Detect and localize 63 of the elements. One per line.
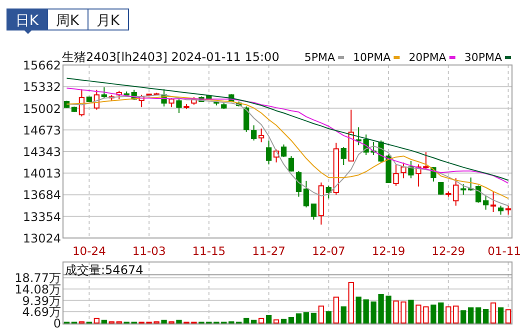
bar [453, 306, 459, 324]
bar [476, 307, 482, 324]
bar [326, 311, 332, 324]
bar [244, 318, 250, 324]
bar [468, 307, 474, 324]
bar [303, 312, 310, 324]
y-tick-label: 14343 [22, 145, 61, 159]
x-tick-label: 01-11 [488, 244, 521, 258]
bar [288, 316, 294, 324]
bar [460, 310, 466, 324]
candlestick [318, 182, 324, 226]
text: 月K [96, 13, 120, 29]
legend-label: 10PMA [353, 51, 392, 64]
legend-label: 30PMA [464, 51, 502, 64]
chart-title: 生猪2403[lh2403] 2024-01-11 15:00 [62, 50, 280, 64]
y-tick-label: 4.69万 [22, 305, 61, 320]
bar [280, 318, 287, 324]
y-tick-label: 15662 [22, 58, 61, 72]
bar [348, 282, 354, 324]
bar [176, 320, 182, 324]
y-tick-label: 0 [53, 316, 61, 330]
bar [251, 320, 257, 324]
legend-label: 20PMA [408, 51, 447, 64]
x-tick-label: 10-24 [72, 244, 106, 258]
bar [446, 306, 452, 324]
legend-label: 5PMA [304, 51, 336, 64]
bar [273, 319, 280, 324]
chart-title: 成交量:54674 [65, 263, 144, 277]
text: 周K [56, 13, 80, 29]
x-tick-label: 12-19 [372, 244, 406, 258]
bar [340, 306, 346, 324]
bar [408, 300, 414, 324]
y-tick-label: 13684 [22, 188, 61, 202]
x-tick-label: 12-29 [432, 244, 466, 258]
bar [490, 302, 496, 324]
bar [333, 296, 339, 324]
bar [438, 302, 444, 324]
bar [296, 313, 302, 324]
x-tick-label: 11-15 [192, 244, 226, 258]
bar [318, 306, 324, 324]
y-tick-label: 15002 [22, 102, 61, 116]
bar [161, 320, 167, 324]
bar [310, 312, 317, 324]
x-tick-label: 11-03 [132, 244, 166, 258]
y-tick-label: 13024 [22, 232, 61, 246]
x-tick-label: 11-27 [252, 244, 286, 258]
y-tick-label: 13354 [22, 210, 61, 224]
y-tick-label: 18.77万 [14, 271, 61, 286]
bar [505, 309, 512, 324]
candlestick [490, 191, 496, 213]
y-tick-label: 14673 [22, 123, 61, 138]
bar [258, 318, 264, 324]
bar [498, 307, 504, 324]
y-tick-label: 15332 [22, 80, 61, 94]
bar [430, 304, 436, 324]
bar [94, 318, 100, 324]
bar [266, 315, 272, 324]
x-tick-label: 12-07 [312, 244, 346, 258]
y-tick-label: 14013 [22, 166, 61, 181]
bar [101, 320, 107, 324]
bar [356, 296, 362, 324]
text: 日K [15, 13, 40, 29]
bar [482, 308, 489, 324]
